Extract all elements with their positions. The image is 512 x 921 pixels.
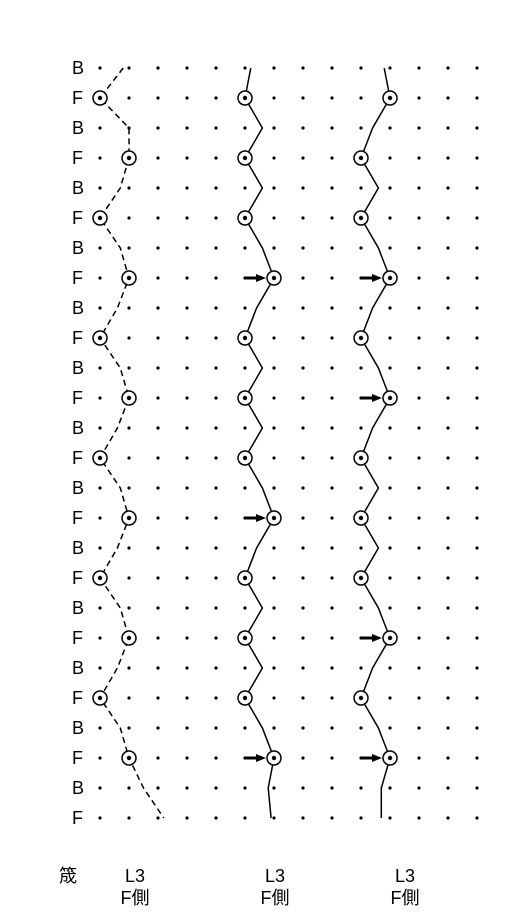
node-center (127, 756, 131, 760)
row-label: F (72, 88, 83, 108)
trace-middle (245, 68, 274, 818)
row-label: B (72, 298, 84, 318)
node-center (388, 756, 392, 760)
row-label: B (72, 658, 84, 678)
diagram-svg: BFBFBFBFBFBFBFBFBFBFBFBFBF筬L3F側L3F側L3F側 (0, 0, 512, 921)
node-center (243, 636, 247, 640)
bottom-label-line1: L3 (125, 866, 145, 886)
node-center (243, 396, 247, 400)
arrow-head (372, 634, 382, 642)
row-label: F (72, 448, 83, 468)
node-center (127, 396, 131, 400)
bottom-labels: 筬L3F側L3F側L3F側 (59, 866, 420, 908)
arrow-head (372, 754, 382, 762)
arrow-head (372, 394, 382, 402)
arrow-head (372, 274, 382, 282)
row-label: B (72, 598, 84, 618)
node-center (359, 696, 363, 700)
row-label: B (72, 478, 84, 498)
bottom-label-left: 筬 (59, 866, 77, 886)
row-label: F (72, 568, 83, 588)
node-center (127, 516, 131, 520)
row-label: F (72, 388, 83, 408)
row-label: F (72, 208, 83, 228)
bottom-label-line2: F側 (391, 888, 420, 908)
row-label: B (72, 718, 84, 738)
row-label: B (72, 238, 84, 258)
row-label: B (72, 118, 84, 138)
node-center (243, 576, 247, 580)
row-label: F (72, 268, 83, 288)
node-center (243, 96, 247, 100)
node-center (243, 216, 247, 220)
node-center (359, 156, 363, 160)
arrow-head (256, 754, 266, 762)
bottom-label-line2: F側 (121, 888, 150, 908)
bottom-label-line1: L3 (395, 866, 415, 886)
row-label: B (72, 538, 84, 558)
row-label: F (72, 748, 83, 768)
row-label: B (72, 358, 84, 378)
node-center (243, 696, 247, 700)
row-label: F (72, 328, 83, 348)
dot-grid (98, 66, 478, 819)
node-center (359, 336, 363, 340)
row-label: B (72, 418, 84, 438)
node-center (98, 696, 102, 700)
node-center (127, 276, 131, 280)
node-center (359, 516, 363, 520)
node-center (243, 456, 247, 460)
row-labels: BFBFBFBFBFBFBFBFBFBFBFBFBF (72, 58, 84, 828)
node-center (98, 96, 102, 100)
node-center (388, 276, 392, 280)
node-center (388, 636, 392, 640)
node-center (243, 156, 247, 160)
arrow-head (256, 274, 266, 282)
bottom-label-line1: L3 (265, 866, 285, 886)
node-center (98, 216, 102, 220)
node-center (359, 456, 363, 460)
row-label: B (72, 58, 84, 78)
node-center (272, 516, 276, 520)
bottom-label-line2: F側 (261, 888, 290, 908)
node-center (388, 96, 392, 100)
node-center (243, 336, 247, 340)
node-center (98, 456, 102, 460)
row-label: B (72, 178, 84, 198)
node-center (359, 216, 363, 220)
node-center (388, 396, 392, 400)
node-center (272, 756, 276, 760)
node-center (127, 636, 131, 640)
diagram-stage: BFBFBFBFBFBFBFBFBFBFBFBFBF筬L3F側L3F側L3F側 (0, 0, 512, 921)
row-label: F (72, 628, 83, 648)
node-center (272, 276, 276, 280)
row-label: F (72, 148, 83, 168)
row-label: F (72, 508, 83, 528)
arrow-head (256, 514, 266, 522)
trace-left (100, 68, 164, 818)
node-center (359, 576, 363, 580)
node-center (127, 156, 131, 160)
node-center (98, 576, 102, 580)
row-label: B (72, 778, 84, 798)
row-label: F (72, 808, 83, 828)
node-center (98, 336, 102, 340)
trace-right (361, 68, 390, 818)
row-label: F (72, 688, 83, 708)
